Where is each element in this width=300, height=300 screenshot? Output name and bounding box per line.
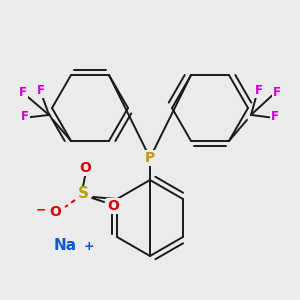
Text: P: P <box>145 151 155 165</box>
Text: O: O <box>107 199 119 213</box>
Text: F: F <box>271 110 279 123</box>
Text: F: F <box>21 110 29 123</box>
Text: +: + <box>84 239 94 253</box>
Text: F: F <box>255 84 263 98</box>
Text: F: F <box>273 86 281 99</box>
Text: −: − <box>36 203 46 217</box>
Text: F: F <box>19 86 27 99</box>
Text: O: O <box>79 161 91 175</box>
Text: F: F <box>37 84 45 98</box>
Text: S: S <box>78 187 88 202</box>
Text: Na: Na <box>53 238 77 253</box>
Text: O: O <box>49 205 61 219</box>
